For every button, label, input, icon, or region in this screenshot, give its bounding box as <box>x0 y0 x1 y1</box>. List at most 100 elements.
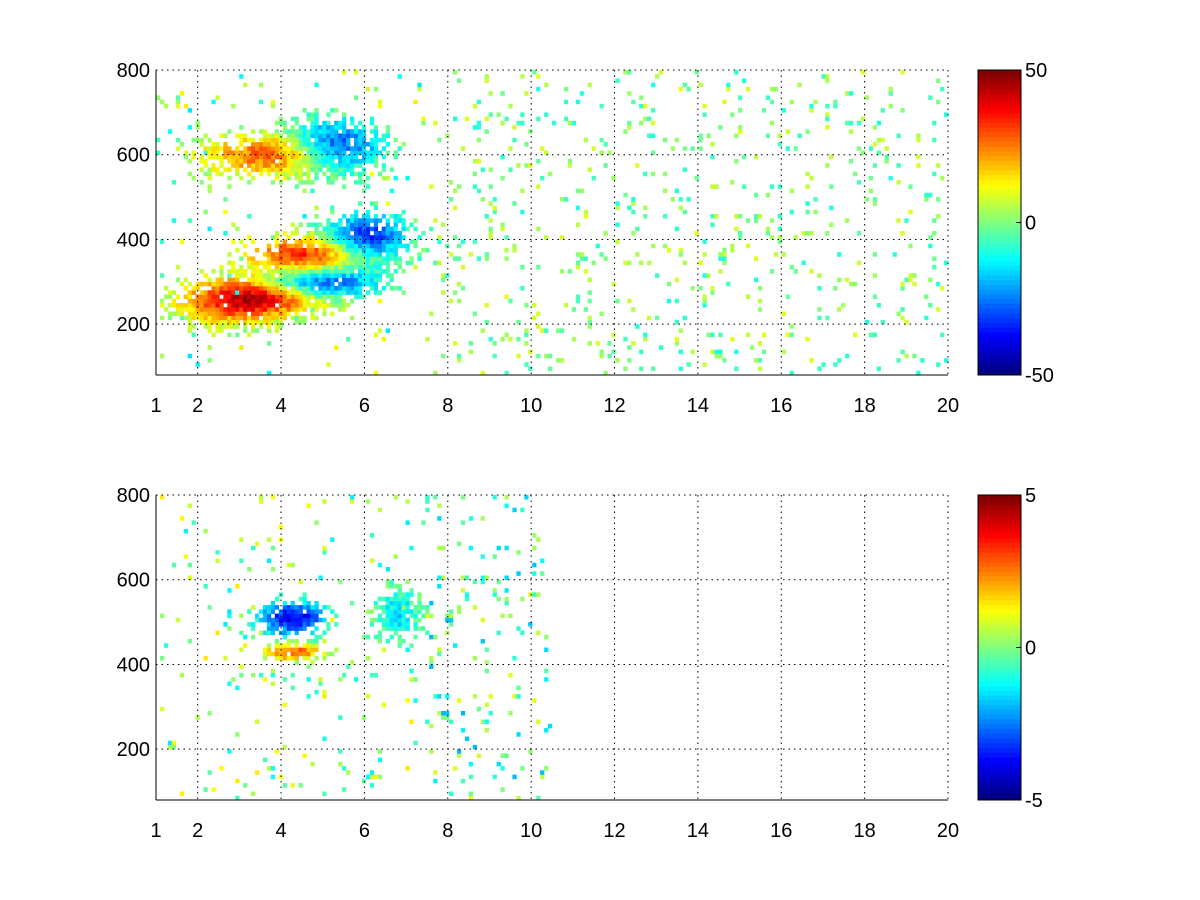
heatmap-cell <box>255 770 260 775</box>
heatmap-cell <box>369 142 375 147</box>
heatmap-cell <box>183 307 188 312</box>
heatmap-cell <box>678 86 683 92</box>
heatmap-cell <box>259 273 264 278</box>
heatmap-cell <box>409 613 414 619</box>
heatmap-cell <box>504 495 509 500</box>
heatmap-cell <box>243 269 248 274</box>
heatmap-cell <box>472 125 478 130</box>
heatmap-cell <box>314 133 319 139</box>
heatmap-cell <box>385 617 390 623</box>
heatmap-cell <box>278 622 284 627</box>
heatmap-cell <box>223 167 228 172</box>
heatmap-cell <box>231 239 236 244</box>
heatmap-cell <box>888 91 893 96</box>
colorbar-swatch <box>978 260 1021 266</box>
heatmap-cell <box>544 634 549 640</box>
heatmap-cell <box>227 281 232 287</box>
heatmap-cell <box>405 698 410 703</box>
heatmap-cell <box>282 243 287 249</box>
heatmap-cell <box>781 108 786 113</box>
heatmap-cell <box>385 239 390 244</box>
heatmap-cell <box>247 609 252 614</box>
heatmap-cell <box>833 99 838 105</box>
grid <box>156 69 949 375</box>
heatmap-cell <box>738 235 743 240</box>
heatmap-cell <box>805 184 810 189</box>
heatmap-cell <box>314 269 319 274</box>
heatmap-cell <box>314 142 319 147</box>
heatmap-cell <box>235 154 240 160</box>
heatmap-cell <box>215 290 220 295</box>
heatmap-cell <box>298 647 303 653</box>
heatmap-cell <box>334 290 339 295</box>
heatmap-cell <box>302 163 307 168</box>
heatmap-cell <box>203 159 208 164</box>
heatmap-cell <box>270 617 276 623</box>
heatmap-cell <box>437 647 442 653</box>
heatmap-cell <box>365 273 371 278</box>
heatmap-cell <box>322 243 327 249</box>
heatmap-cell <box>239 286 244 291</box>
heatmap-cell <box>302 252 307 257</box>
heatmap-cell <box>322 264 327 270</box>
heatmap-cell <box>203 303 208 308</box>
heatmap-cell <box>191 298 196 304</box>
heatmap-cell <box>536 719 541 725</box>
heatmap-cell <box>310 651 315 657</box>
heatmap-cell <box>651 120 656 126</box>
heatmap-cell <box>647 133 652 139</box>
colorbar-swatch <box>978 637 1021 644</box>
heatmap-cell <box>195 125 200 130</box>
heatmap-cell <box>350 150 355 156</box>
heatmap-cell <box>358 235 363 240</box>
heatmap-cell <box>274 307 280 312</box>
colorbar-swatch <box>978 227 1021 233</box>
heatmap-cell <box>520 209 525 215</box>
heatmap-cell <box>314 643 319 648</box>
heatmap-cell <box>603 231 608 236</box>
heatmap-cell <box>330 137 335 143</box>
heatmap-cell <box>199 294 204 300</box>
heatmap-cell <box>294 239 299 244</box>
heatmap-cell <box>385 201 390 206</box>
heatmap-cell <box>306 167 311 172</box>
heatmap-cell <box>615 78 620 84</box>
heatmap-cell <box>401 639 406 644</box>
heatmap-cell <box>520 286 525 291</box>
heatmap-cell <box>278 154 284 160</box>
heatmap-cell <box>445 613 450 619</box>
heatmap-cell <box>417 86 422 92</box>
heatmap-cell <box>623 336 628 342</box>
heatmap-cell <box>282 298 287 304</box>
heatmap-cell <box>306 231 311 236</box>
heatmap-cell <box>175 264 181 270</box>
heatmap-cell <box>310 273 315 278</box>
heatmap-cell <box>235 303 240 308</box>
heatmap-cell <box>219 273 224 278</box>
heatmap-cell <box>306 252 311 257</box>
heatmap-cell <box>508 336 513 342</box>
heatmap-cell <box>160 613 165 619</box>
heatmap-cell <box>282 613 287 619</box>
colorbar-swatch <box>978 274 1021 281</box>
heatmap-cell <box>710 214 715 219</box>
heatmap-cell <box>274 133 280 139</box>
heatmap-cell <box>544 353 549 359</box>
heatmap-cell <box>579 252 584 257</box>
heatmap-cell <box>544 112 549 117</box>
heatmap-cell <box>777 239 782 244</box>
heatmap-cell <box>587 167 592 172</box>
heatmap-cell <box>449 622 454 627</box>
heatmap-cell <box>195 311 200 317</box>
heatmap-cell <box>365 86 371 92</box>
heatmap-cell <box>924 192 929 198</box>
heatmap-cell <box>706 273 711 278</box>
heatmap-cell <box>251 239 256 244</box>
heatmap-cell <box>294 175 299 181</box>
heatmap-cell <box>789 209 794 215</box>
heatmap-cell <box>326 133 331 139</box>
heatmap-cell <box>326 159 331 164</box>
heatmap-cell <box>429 664 434 669</box>
heatmap-cell <box>373 235 379 240</box>
heatmap-cell <box>429 656 434 661</box>
